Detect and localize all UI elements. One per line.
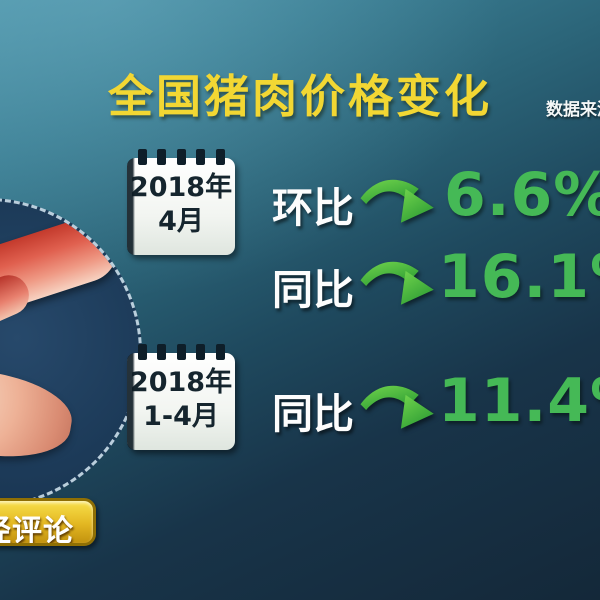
calendar-2018-04: 2018年 4月 [127, 149, 235, 255]
calendar-year: 2018年 [129, 367, 233, 398]
pork-photo-circle [0, 198, 142, 508]
calendar-binding-icon [127, 149, 235, 165]
pork-meat-image [0, 356, 78, 468]
page-title: 全国猪肉价格变化 [107, 70, 492, 123]
calendar-binding-icon [127, 344, 235, 360]
calendar-spine [127, 158, 135, 255]
calendar-year: 2018年 [129, 172, 233, 203]
metric-label: 环比 [272, 184, 354, 232]
calendar-2018-01-04: 2018年 1-4月 [127, 344, 235, 450]
down-trend-arrow-icon [360, 179, 434, 223]
program-badge: 经评论 [0, 498, 96, 546]
calendar-spine [127, 353, 135, 450]
down-trend-arrow-icon [360, 385, 434, 429]
calendar-month: 4月 [158, 206, 204, 238]
stat-value: 16.1% [438, 242, 600, 312]
stat-value: 11.4% [438, 366, 600, 436]
pork-meat-image [0, 209, 125, 342]
down-trend-arrow-icon [360, 261, 434, 305]
data-source-note: 数据来源 [546, 100, 600, 120]
metric-label: 同比 [272, 390, 354, 438]
metric-label: 同比 [272, 266, 354, 314]
program-badge-label: 经评论 [0, 514, 74, 546]
calendar-month: 1-4月 [143, 401, 219, 433]
stat-value: 6.6% [444, 160, 600, 230]
